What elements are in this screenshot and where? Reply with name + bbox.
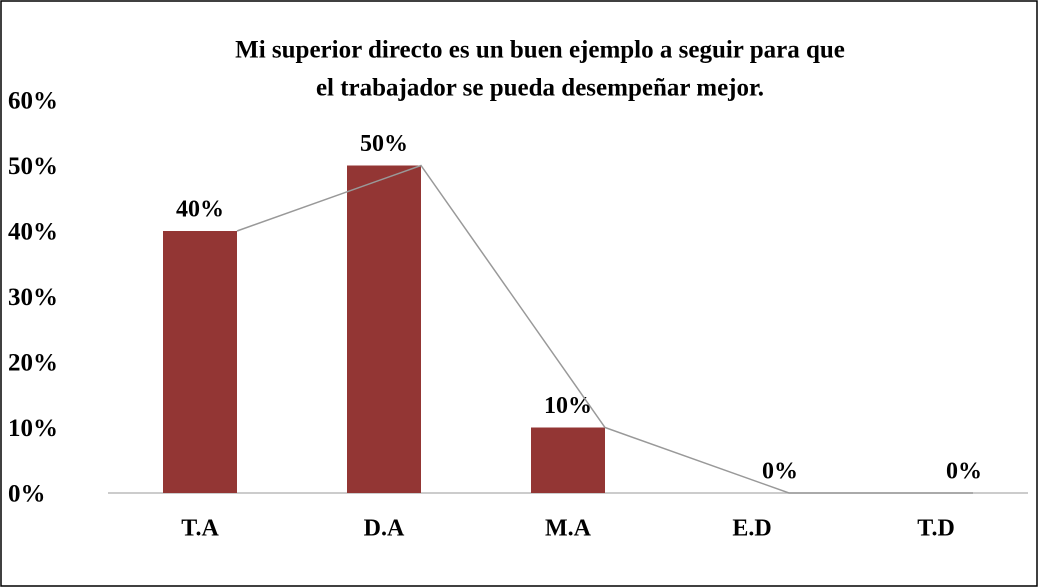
y-tick-label: 0% xyxy=(8,481,46,508)
x-tick-label: E.D xyxy=(732,516,771,542)
y-tick-label: 30% xyxy=(8,284,58,311)
value-label: 0% xyxy=(762,459,798,485)
y-tick-label: 40% xyxy=(8,219,58,246)
value-label: 40% xyxy=(176,197,224,223)
y-tick-label: 60% xyxy=(8,88,58,115)
x-tick-label: T.A xyxy=(181,516,219,542)
value-label: 50% xyxy=(360,131,408,157)
bar xyxy=(531,427,605,493)
y-tick-label: 20% xyxy=(8,350,58,377)
bar xyxy=(347,165,421,493)
x-tick-label: M.A xyxy=(545,516,592,542)
y-tick-label: 10% xyxy=(8,415,58,442)
trend-line xyxy=(236,164,973,494)
x-tick-label: T.D xyxy=(917,516,955,542)
value-label: 10% xyxy=(544,393,592,419)
y-tick-label: 50% xyxy=(8,153,58,180)
chart-title: Mi superior directo es un buen ejemplo a… xyxy=(235,37,845,64)
chart-title: el trabajador se pueda desempeñar mejor. xyxy=(316,75,764,102)
x-tick-label: D.A xyxy=(364,516,405,542)
value-label: 0% xyxy=(946,459,982,485)
bar xyxy=(163,231,237,493)
